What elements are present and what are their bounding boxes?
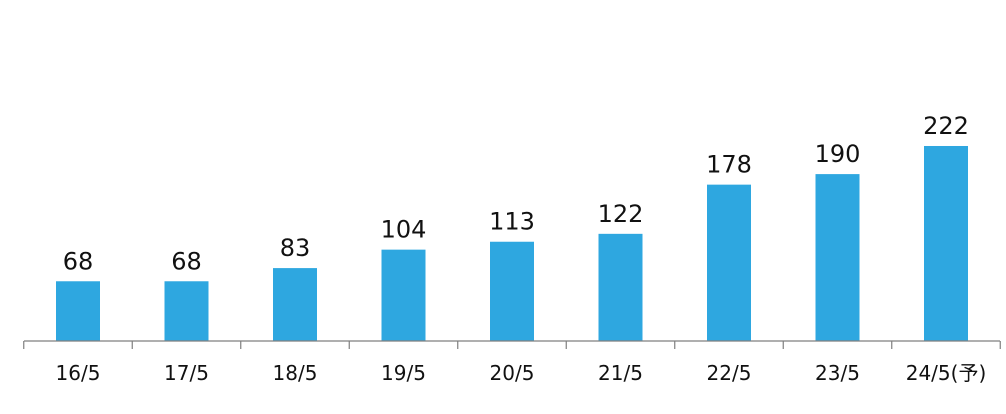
data-label-4: 113 bbox=[489, 208, 535, 236]
data-label-2: 83 bbox=[280, 234, 311, 262]
x-tick-label-7: 23/5 bbox=[815, 361, 860, 385]
bar-5 bbox=[598, 233, 643, 341]
data-label-5: 122 bbox=[598, 200, 644, 228]
data-label-1: 68 bbox=[171, 247, 202, 275]
x-tick-label-8: 24/5(予) bbox=[906, 361, 987, 385]
data-label-3: 104 bbox=[381, 216, 427, 244]
bars-group bbox=[56, 145, 968, 341]
x-axis bbox=[23, 340, 1001, 349]
bar-1 bbox=[164, 281, 209, 341]
x-tick-label-3: 19/5 bbox=[381, 361, 426, 385]
data-label-0: 68 bbox=[63, 247, 94, 275]
bar-6 bbox=[707, 184, 751, 341]
tick-labels-group: 16/5 17/5 18/5 19/5 20/5 21/5 22/5 23/5 24/5(予) bbox=[56, 361, 987, 385]
data-label-8: 222 bbox=[923, 112, 969, 140]
value-labels-group: 68 68 83 104 113 122 178 190 222 bbox=[63, 112, 969, 275]
x-tick-label-5: 21/5 bbox=[598, 361, 643, 385]
bar-7 bbox=[815, 174, 860, 341]
x-tick-label-1: 17/5 bbox=[164, 361, 209, 385]
bar-2 bbox=[273, 268, 317, 341]
x-ticks-group bbox=[23, 341, 1001, 349]
bar-0 bbox=[56, 281, 100, 341]
bar-8 bbox=[924, 145, 968, 341]
x-tick-label-6: 22/5 bbox=[707, 361, 752, 385]
x-tick-label-0: 16/5 bbox=[56, 361, 101, 385]
x-tick-label-2: 18/5 bbox=[273, 361, 318, 385]
bar-4 bbox=[490, 241, 534, 341]
x-tick-label-4: 20/5 bbox=[490, 361, 535, 385]
data-label-6: 178 bbox=[706, 151, 752, 179]
bar-3 bbox=[381, 249, 426, 341]
data-label-7: 190 bbox=[815, 140, 861, 168]
